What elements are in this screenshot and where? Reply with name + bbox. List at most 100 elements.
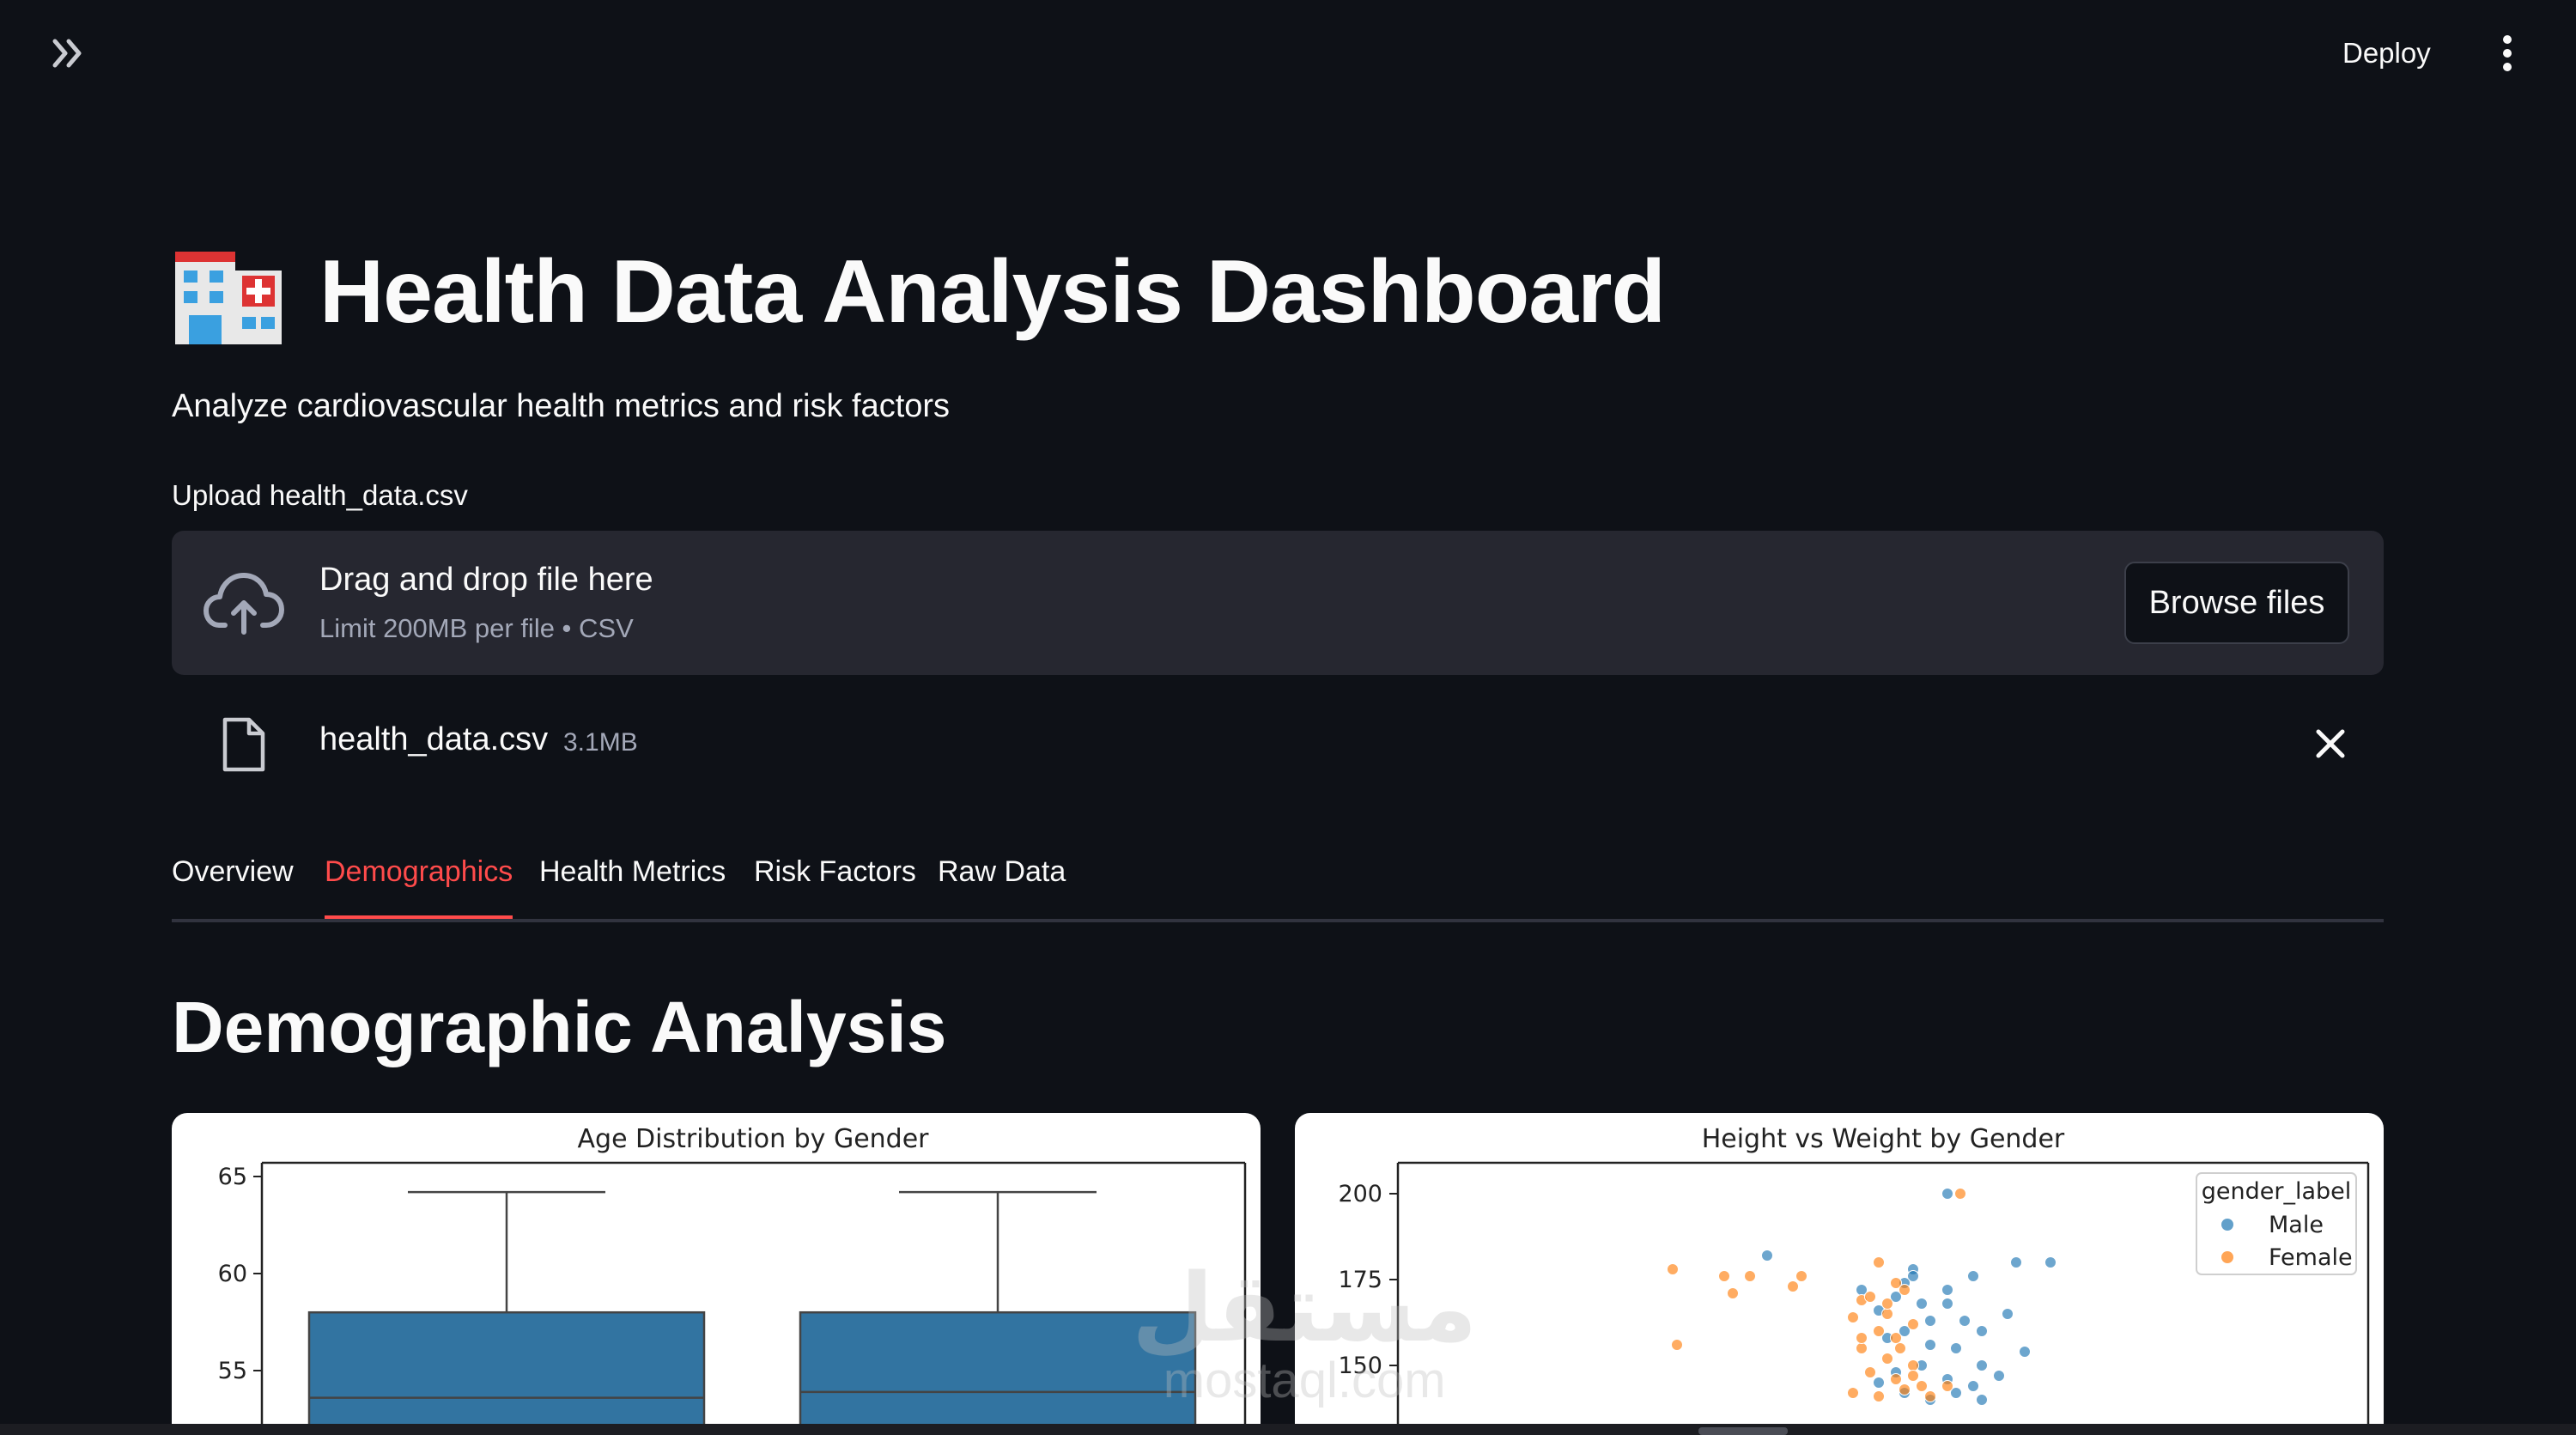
box-chart-svg: Age Distribution by Gender 65 60 55 (218, 1124, 1247, 1435)
page-subtitle: Analyze cardiovascular health metrics an… (172, 388, 951, 424)
scatter-point (1873, 1256, 1885, 1268)
scatter-point (1718, 1270, 1730, 1282)
uploaded-file: health_data.csv 3.1MB (172, 704, 2384, 783)
scatter-point (1744, 1270, 1756, 1282)
tab-risk-factors[interactable]: Risk Factors (754, 855, 916, 888)
scatter-point (1881, 1308, 1893, 1320)
scatter-point (1856, 1332, 1868, 1344)
scatter-point (1890, 1373, 1902, 1385)
scatter-point (2002, 1308, 2014, 1320)
scatter-point (1899, 1325, 1911, 1337)
scatter-point (1881, 1298, 1893, 1310)
scatter-point (1954, 1188, 1966, 1200)
scatter-point (1924, 1339, 1936, 1351)
tab-health-metrics[interactable]: Health Metrics (539, 855, 726, 888)
scatter-point (1847, 1311, 1859, 1323)
tab-raw-data[interactable]: Raw Data (938, 855, 1066, 888)
scatter-point (1890, 1332, 1902, 1344)
legend-title: gender_label (2202, 1178, 2352, 1205)
scatter-point (2010, 1256, 2022, 1268)
legend-label-male: Male (2269, 1212, 2324, 1238)
scatter-point (1890, 1291, 1902, 1303)
browse-files-button[interactable]: Browse files (2124, 562, 2349, 644)
cloud-upload-icon (203, 569, 285, 637)
tab-demographics[interactable]: Demographics (325, 855, 513, 919)
scatter-point (1967, 1270, 1979, 1282)
y-tick-label: 65 (218, 1164, 247, 1190)
scatter-point (1993, 1370, 2005, 1382)
scatter-point (1907, 1370, 1919, 1382)
dropzone-title: Drag and drop file here (319, 562, 653, 598)
y-tick-label: 200 (1338, 1181, 1382, 1207)
scatter-point (1907, 1270, 1919, 1282)
file-name: health_data.csv (319, 721, 549, 757)
scatter-point (1907, 1318, 1919, 1330)
scatter-point (1671, 1339, 1683, 1351)
scatter-point (1864, 1291, 1876, 1303)
box-1 (307, 1190, 706, 1435)
hospital-icon (172, 236, 283, 348)
scatter-point (1916, 1298, 1928, 1310)
scatter-point (1890, 1277, 1902, 1289)
scatter-point (1727, 1287, 1739, 1299)
series-female (1667, 1188, 1966, 1402)
scatter-point (1941, 1380, 1953, 1392)
scatter-point (1873, 1377, 1885, 1389)
header-bar: Deploy (0, 0, 2576, 103)
scatter-point (1856, 1342, 1868, 1354)
height-weight-chart: Height vs Weight by Gender 200 175 150 gen… (1295, 1113, 2384, 1435)
scatter-point (1976, 1394, 1988, 1406)
scatter-point (1899, 1383, 1911, 1395)
scatter-point (1847, 1387, 1859, 1399)
scatter-point (1667, 1263, 1679, 1275)
scatter-point (1907, 1359, 1919, 1371)
main-menu-icon[interactable] (2488, 33, 2526, 74)
scatter-point (1916, 1380, 1928, 1392)
scatter-point (1787, 1280, 1799, 1292)
scatter-point (1959, 1315, 1971, 1327)
page-header: Health Data Analysis Dashboard (172, 232, 1666, 352)
expand-sidebar-icon[interactable] (48, 33, 89, 74)
scatter-chart-svg: Height vs Weight by Gender 200 175 150 gen… (1338, 1124, 2370, 1435)
scatter-point (1881, 1353, 1893, 1365)
y-tick-label: 175 (1338, 1267, 1382, 1293)
scatter-point (1864, 1366, 1876, 1378)
y-tick-label: 60 (218, 1261, 247, 1287)
scatter-point (1873, 1390, 1885, 1402)
age-distribution-chart: Age Distribution by Gender 65 60 55 (172, 1113, 1261, 1435)
upload-label: Upload health_data.csv (172, 479, 468, 511)
box-iqr (799, 1310, 1197, 1435)
scatter-point (1941, 1298, 1953, 1310)
scrollbar-thumb[interactable] (1698, 1427, 1788, 1435)
y-tick-label: 55 (218, 1358, 247, 1384)
scatter-point (2019, 1346, 2031, 1358)
close-icon[interactable] (2308, 721, 2353, 766)
chart-title: Age Distribution by Gender (578, 1124, 930, 1154)
scatter-point (1795, 1270, 1807, 1282)
scatter-point (1950, 1342, 1962, 1354)
scatter-point (1924, 1390, 1936, 1402)
horizontal-scrollbar[interactable] (0, 1424, 2576, 1435)
legend-marker-female (2221, 1251, 2233, 1263)
series-male (1761, 1188, 2057, 1406)
tab-overview[interactable]: Overview (172, 855, 294, 888)
scatter-point (1761, 1250, 1773, 1262)
scatter-point (1924, 1315, 1936, 1327)
scatter-point (1941, 1284, 1953, 1296)
box-2 (799, 1190, 1197, 1435)
scatter-point (1967, 1380, 1979, 1392)
page-title: Health Data Analysis Dashboard (319, 241, 1666, 342)
scatter-point (1976, 1359, 1988, 1371)
scatter-point (1941, 1188, 1953, 1200)
scatter-point (1894, 1342, 1906, 1354)
section-title: Demographic Analysis (172, 987, 947, 1067)
file-icon (220, 716, 268, 773)
scatter-point (1899, 1284, 1911, 1296)
scatter-point (2044, 1256, 2057, 1268)
scatter-point (1873, 1325, 1885, 1337)
deploy-button[interactable]: Deploy (2342, 37, 2431, 69)
file-dropzone[interactable]: Drag and drop file here Limit 200MB per … (172, 531, 2384, 675)
legend-label-female: Female (2269, 1244, 2353, 1271)
scatter-point (1950, 1387, 1962, 1399)
file-size: 3.1MB (563, 728, 638, 757)
